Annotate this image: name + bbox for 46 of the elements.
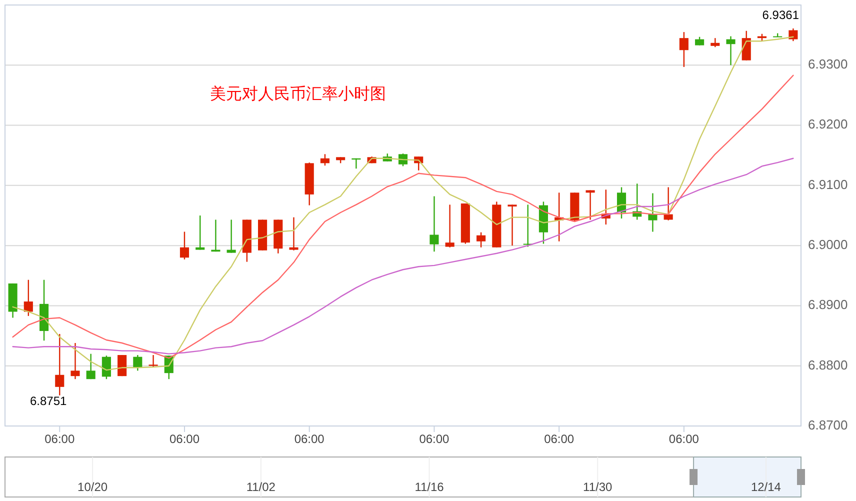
candlestick [180, 231, 190, 260]
candlestick [148, 354, 158, 368]
y-tick-label: 6.9200 [808, 116, 848, 132]
candlestick [320, 154, 330, 166]
candlestick [133, 354, 142, 372]
candlestick [648, 192, 658, 232]
x-tick-label: 06:00 [44, 432, 75, 446]
candlestick [679, 31, 688, 68]
candlestick [742, 30, 751, 61]
y-tick-label: 6.8900 [808, 297, 848, 312]
line-series [12, 158, 794, 354]
x-tick-label: 06:00 [169, 432, 200, 446]
x-tick-label: 06:00 [544, 432, 574, 446]
x-tick-label: 06:00 [294, 432, 325, 446]
x-tick-label: 06:00 [419, 432, 450, 446]
candlestick [55, 333, 64, 396]
category-label: 10/20 [78, 480, 108, 494]
annotation: 6.8751 [30, 394, 68, 408]
category-label: 11/16 [414, 480, 444, 494]
candlestick [586, 190, 595, 220]
category-label: 11/30 [583, 480, 613, 494]
candlestick [102, 355, 111, 380]
x-tick-label: 06:00 [668, 432, 700, 446]
y-tick-label: 6.9100 [808, 176, 848, 192]
candlestick [398, 152, 408, 167]
candlestick [726, 36, 736, 66]
candlestick [226, 219, 236, 254]
candlestick [86, 353, 96, 380]
y-tick-label: 6.9000 [808, 237, 848, 252]
candlestick [289, 216, 298, 251]
candlestick [430, 196, 439, 252]
candlestick [24, 279, 33, 317]
category-label: 11/02 [246, 480, 276, 494]
candlestick [70, 342, 80, 380]
candlestick [710, 37, 720, 48]
annotation: 6.9361 [762, 8, 800, 22]
candlestick [196, 214, 205, 250]
y-tick-label: 6.8700 [808, 417, 848, 432]
y-tick-label: 6.8800 [808, 357, 848, 372]
text: 美元对人民币汇率小时图 [210, 85, 386, 104]
candlestick [445, 204, 454, 248]
candlestick [788, 28, 798, 42]
y-tick-label: 6.9300 [808, 56, 848, 72]
candlestick [508, 204, 517, 246]
candlestick [476, 232, 486, 248]
category-label: 12/14 [750, 480, 782, 494]
